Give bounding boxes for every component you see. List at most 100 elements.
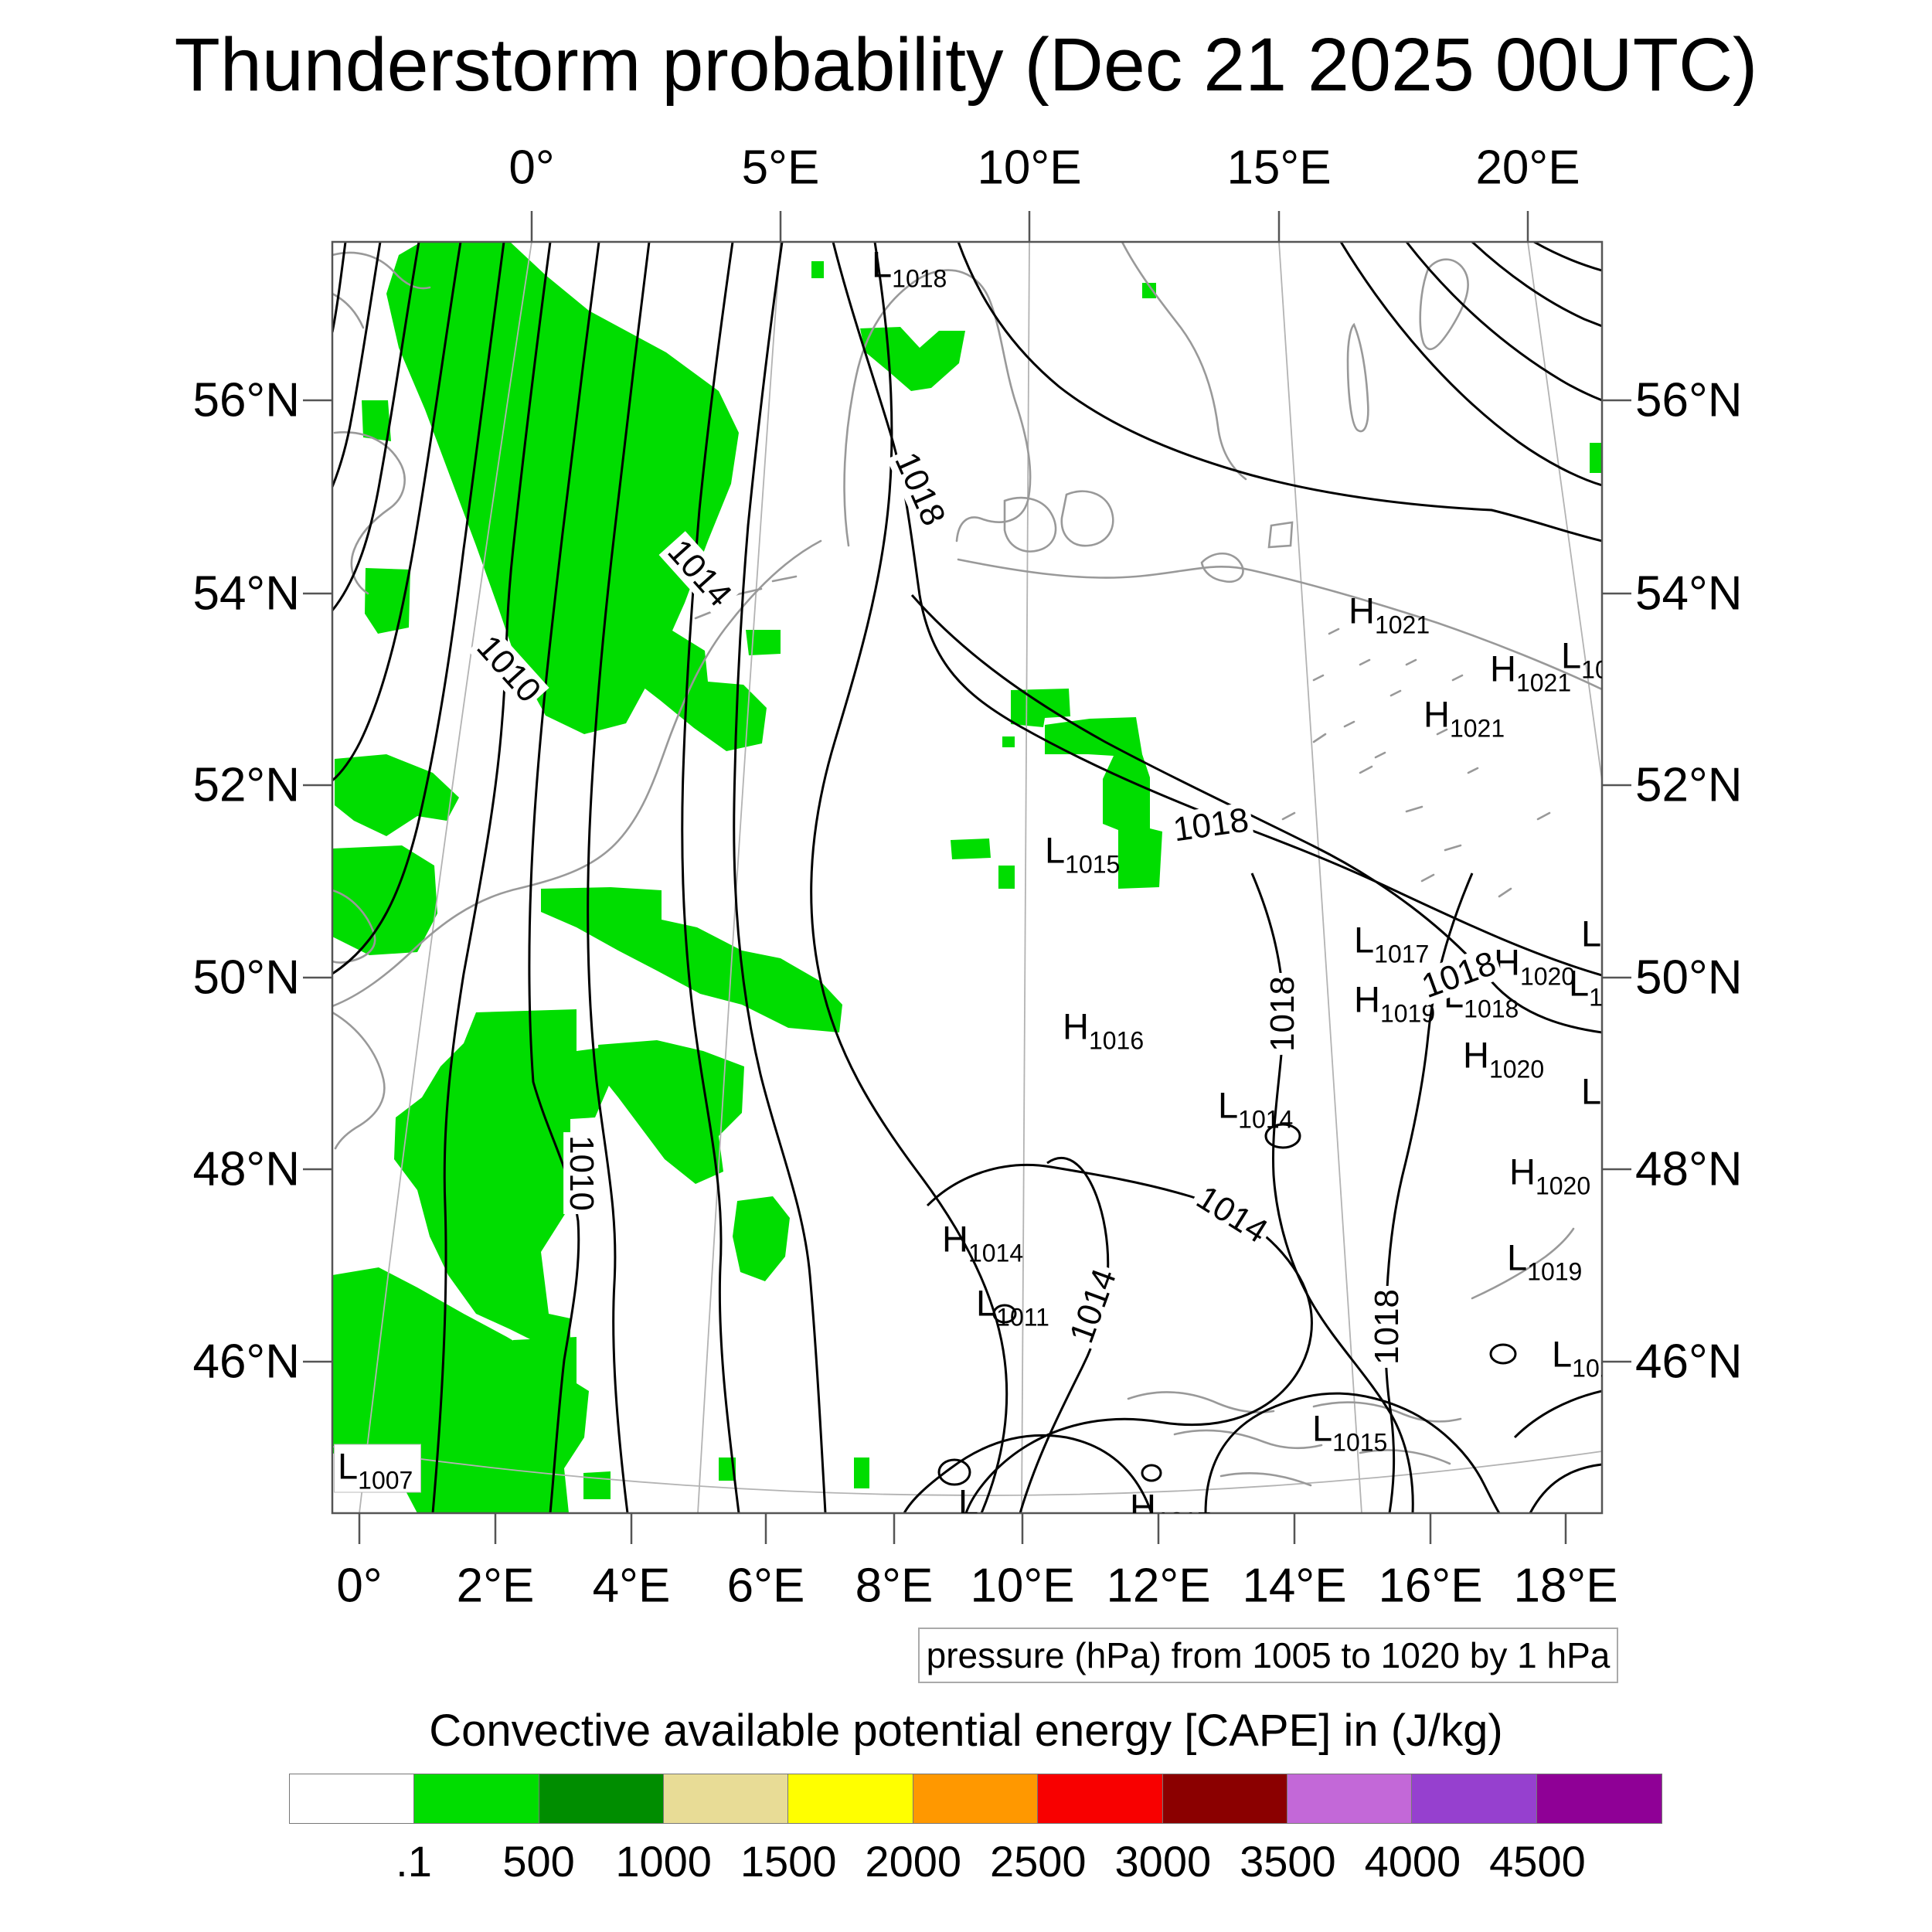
pressure-marker-L1018: L1018 bbox=[872, 243, 947, 291]
page-title: Thunderstorm probability (Dec 21 2025 00… bbox=[174, 22, 1758, 107]
bottom-axis-label-2°E: 2°E bbox=[456, 1559, 535, 1613]
pressure-marker-letter: L bbox=[1581, 1070, 1602, 1112]
pressure-marker-letter: L bbox=[1354, 919, 1375, 961]
coastlines bbox=[332, 242, 1602, 1487]
pressure-marker-value: 1015 bbox=[1332, 1428, 1388, 1457]
pressure-marker-value: 10 bbox=[1581, 655, 1602, 684]
pressure-marker-value: 1019 bbox=[1527, 1257, 1583, 1286]
colorbar-segment-8 bbox=[1287, 1774, 1413, 1823]
pressure-marker-value: 1018 bbox=[1464, 995, 1519, 1023]
top-axis-label-15°E: 15°E bbox=[1226, 141, 1332, 195]
pressure-marker-H1021: H1021 bbox=[1423, 693, 1505, 741]
colorbar-tick-500: 500 bbox=[502, 1837, 575, 1886]
contour-label-1010: 1010 bbox=[468, 627, 549, 712]
pressure-marker-letter: L bbox=[958, 1481, 979, 1514]
pressure-marker-L1015: L1015 bbox=[1312, 1407, 1387, 1455]
pressure-marker-L1007: L1007 bbox=[334, 1444, 422, 1495]
pressure-marker-H1019: H1019 bbox=[1354, 981, 1435, 1026]
shading-gap bbox=[332, 1473, 402, 1513]
pressure-marker-letter: L bbox=[872, 243, 893, 285]
left-axis-label-52°N: 52°N bbox=[192, 758, 300, 812]
pressure-marker-H1014: H1014 bbox=[942, 1218, 1023, 1266]
pressure-marker-value: 101 bbox=[1572, 1354, 1602, 1383]
bottom-axis-label-8°E: 8°E bbox=[855, 1559, 934, 1613]
pressure-marker-value: 1020 bbox=[1519, 962, 1576, 991]
contour-label-1010: 1010 bbox=[563, 1132, 600, 1214]
bottom-axis-label-14°E: 14°E bbox=[1242, 1559, 1347, 1613]
pressure-marker-value: 1007 bbox=[358, 1466, 413, 1495]
pressure-marker-H1020: H1020 bbox=[1494, 944, 1575, 989]
colorbar-title: Convective available potential energy [C… bbox=[429, 1706, 1503, 1756]
pressure-marker-L1019: L1019 bbox=[1507, 1236, 1582, 1284]
pressure-marker-value: 1017 bbox=[1156, 1508, 1211, 1514]
left-axis-label-46°N: 46°N bbox=[192, 1335, 300, 1389]
bottom-axis-label-18°E: 18°E bbox=[1513, 1559, 1618, 1613]
colorbar-segment-9 bbox=[1412, 1774, 1537, 1823]
map-frame bbox=[331, 240, 1604, 1515]
pressure-marker-letter: L bbox=[338, 1445, 359, 1487]
pressure-caption-text: pressure (hPa) from 1005 to 1020 by 1 hP… bbox=[926, 1635, 1611, 1675]
pressure-marker-letter: H bbox=[1349, 590, 1375, 631]
colorbar-tick-3000: 3000 bbox=[1114, 1837, 1212, 1886]
pressure-marker-value: 1015 bbox=[1065, 850, 1121, 879]
colorbar-segment-0 bbox=[290, 1774, 415, 1823]
contour-label-1018: 1018 bbox=[886, 444, 953, 534]
pressure-marker-value: 1017 bbox=[1374, 940, 1430, 968]
pressure-marker-L101: L101 bbox=[1552, 1333, 1602, 1381]
axis-ticks bbox=[303, 211, 1631, 1544]
bottom-axis-label-12°E: 12°E bbox=[1106, 1559, 1211, 1613]
pressure-marker-letter: L bbox=[1581, 913, 1602, 954]
right-axis-label-48°N: 48°N bbox=[1635, 1142, 1743, 1196]
pressure-marker-H1016: H1016 bbox=[1063, 1009, 1144, 1053]
pressure-marker-letter: L bbox=[1569, 962, 1590, 1004]
contour-label-1014: 1014 bbox=[658, 531, 740, 616]
pressure-marker-letter: H bbox=[1423, 693, 1450, 735]
pressure-marker-H1020: H1020 bbox=[1463, 1037, 1544, 1082]
colorbar-tick-1500: 1500 bbox=[740, 1837, 837, 1886]
pressure-marker-H1021: H1021 bbox=[1490, 648, 1571, 696]
pressure-marker-letter: H bbox=[1509, 1151, 1536, 1192]
colorbar-segment-10 bbox=[1536, 1774, 1662, 1823]
pressure-marker-L1014: L1014 bbox=[1218, 1087, 1293, 1132]
colorbar-segment-6 bbox=[1038, 1774, 1163, 1823]
pressure-marker-value: 1014 bbox=[968, 1239, 1024, 1267]
colorbar-segment-3 bbox=[664, 1774, 789, 1823]
pressure-caption-box: pressure (hPa) from 1005 to 1020 by 1 hP… bbox=[918, 1628, 1618, 1683]
right-axis-label-54°N: 54°N bbox=[1635, 566, 1743, 621]
top-axis-label-0°: 0° bbox=[509, 141, 555, 195]
pressure-marker-value: 10 bbox=[1589, 983, 1602, 1012]
pressure-marker-H1017: H1017 bbox=[1130, 1489, 1211, 1514]
cape-colorbar bbox=[289, 1774, 1662, 1824]
pressure-marker-letter: H bbox=[1130, 1486, 1156, 1514]
contour-label-1018: 1018 bbox=[1168, 801, 1254, 849]
bottom-axis-label-0°: 0° bbox=[336, 1559, 383, 1613]
pressure-marker-H1020: H1020 bbox=[1509, 1151, 1590, 1199]
pressure-marker-letter: H bbox=[1490, 648, 1516, 689]
colorbar-tick-2500: 2500 bbox=[989, 1837, 1087, 1886]
pressure-marker-L1015: L1015 bbox=[1045, 829, 1120, 877]
colorbar-segment-5 bbox=[913, 1774, 1039, 1823]
right-axis-label-52°N: 52°N bbox=[1635, 758, 1743, 812]
contour-label-1018: 1018 bbox=[1264, 973, 1301, 1055]
pressure-marker-letter: H bbox=[942, 1218, 968, 1260]
pressure-marker-letter: L bbox=[976, 1282, 997, 1324]
pressure-marker-letter: L bbox=[1552, 1333, 1573, 1375]
pressure-marker-letter: L bbox=[1507, 1236, 1528, 1278]
pressure-marker-value: 10 bbox=[1601, 1092, 1602, 1120]
contour-label-1018: 1018 bbox=[1368, 1286, 1406, 1368]
bottom-axis-label-10°E: 10°E bbox=[970, 1559, 1075, 1613]
cape-shading-green bbox=[332, 242, 1602, 1513]
top-axis-label-5°E: 5°E bbox=[741, 141, 820, 195]
pressure-marker-value: 1018 bbox=[892, 264, 947, 293]
pressure-marker-letter: L bbox=[1312, 1407, 1333, 1449]
colorbar-tick-3500: 3500 bbox=[1240, 1837, 1336, 1886]
pressure-marker-letter: L bbox=[1045, 829, 1066, 871]
pressure-marker-L10: L10 bbox=[1581, 913, 1602, 961]
pressure-marker-value: 1011 bbox=[996, 1303, 1049, 1332]
colorbar-segment-4 bbox=[788, 1774, 913, 1823]
bottom-axis-label-6°E: 6°E bbox=[726, 1559, 805, 1613]
colorbar-tick-.1: .1 bbox=[396, 1837, 432, 1886]
pressure-marker-value: 1021 bbox=[1515, 668, 1572, 697]
